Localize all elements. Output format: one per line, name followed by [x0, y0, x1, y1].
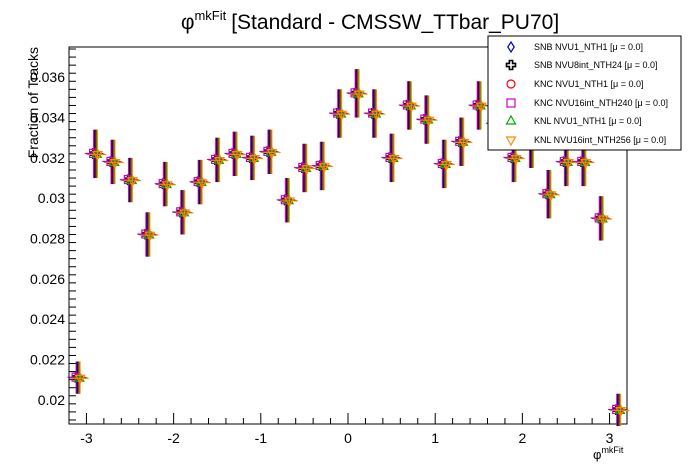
- data-point: [545, 191, 557, 202]
- data-point: [423, 116, 435, 127]
- y-tick-label: 0.032: [30, 150, 65, 166]
- x-tick-label: 0: [344, 430, 352, 446]
- x-axis-title-symbol: φ: [593, 447, 601, 462]
- x-axis: -3 -2 -1 0 1 2 3: [68, 413, 628, 446]
- x-axis-title-superscript: mkFit: [601, 445, 623, 455]
- data-point: [475, 102, 487, 113]
- series-5: [71, 69, 630, 427]
- legend-marker: [506, 98, 516, 108]
- legend-marker: [505, 136, 517, 147]
- y-tick-label: 0.036: [30, 69, 65, 85]
- legend-box: [487, 35, 682, 151]
- y-tick-label: 0.03: [38, 190, 65, 206]
- data-point: [336, 110, 348, 121]
- data-point: [92, 150, 104, 161]
- x-tick-label: -1: [255, 430, 268, 446]
- data-point: [179, 209, 191, 220]
- data-point: [580, 159, 592, 169]
- data-point: [615, 407, 627, 417]
- legend-marker: [507, 40, 515, 54]
- legend-marker: [505, 59, 517, 71]
- data-point: [510, 155, 522, 165]
- title-superscript: mkFit: [194, 8, 226, 23]
- data-point: [109, 159, 121, 169]
- data-point: [126, 177, 138, 188]
- data-point: [231, 150, 243, 161]
- data-point: [283, 197, 295, 208]
- data-point: [562, 159, 574, 169]
- x-tick-label: 1: [431, 430, 439, 446]
- legend-marker: [505, 114, 517, 125]
- chart-title: φmkFit [Standard - CMSSW_TTbar_PU70]: [181, 8, 559, 34]
- y-tick-label: 0.022: [30, 351, 65, 367]
- y-tick-label: 0.024: [30, 311, 65, 327]
- data-point: [301, 165, 313, 175]
- data-point: [196, 179, 208, 190]
- y-tick-label: 0.034: [30, 110, 65, 126]
- x-axis-title: φmkFit: [593, 445, 624, 462]
- y-axis-title: Fraction of Tracks: [25, 47, 41, 158]
- legend-label-snb-nvu8: SNB NVU8int_NTH24 [μ = 0.0]: [534, 60, 658, 70]
- x-tick-label: -2: [167, 430, 180, 446]
- data-points: [67, 69, 630, 427]
- legend-label-snb-nvu1: SNB NVU1_NTH1 [μ = 0.0]: [534, 42, 643, 52]
- title-symbol: φ: [181, 11, 195, 34]
- data-point: [371, 110, 383, 121]
- legend-markers: [505, 40, 517, 147]
- y-tick-label: 0.026: [30, 271, 65, 287]
- y-tick-label: 0.02: [38, 392, 65, 408]
- data-point: [266, 148, 278, 159]
- y-tick-label: 0.028: [30, 231, 65, 247]
- data-point: [214, 157, 226, 167]
- legend-label-knl-nvu1: KNL NVU1_NTH1 [μ = 0.0]: [534, 116, 642, 126]
- legend: SNB NVU1_NTH1 [μ = 0.0] SNB NVU8int_NTH2…: [487, 35, 682, 151]
- y-axis: 0.02 0.022 0.024 0.026 0.028 0.03 0.032 0.034 0.…: [30, 48, 76, 421]
- data-point: [388, 155, 400, 165]
- data-point: [318, 163, 330, 173]
- x-tick-label: 3: [606, 430, 614, 446]
- legend-label-knc-nvu16: KNC NVU16int_NTH240 [μ = 0.0]: [534, 98, 668, 108]
- data-point: [353, 90, 365, 101]
- data-point: [440, 161, 452, 171]
- data-point: [161, 181, 173, 192]
- data-point: [597, 215, 609, 226]
- legend-label-knc-nvu1: KNC NVU1_NTH1 [μ = 0.0]: [534, 79, 643, 89]
- data-point: [74, 374, 86, 385]
- title-main: [Standard - CMSSW_TTbar_PU70]: [231, 11, 559, 34]
- x-tick-label: -3: [80, 430, 93, 446]
- data-point: [248, 155, 261, 165]
- data-point: [144, 231, 156, 242]
- data-point: [458, 138, 470, 149]
- legend-marker: [506, 79, 516, 89]
- x-tick-label: 2: [518, 430, 526, 446]
- legend-label-knl-nvu16: KNL NVU16int_NTH256 [μ = 0.0]: [534, 135, 666, 145]
- data-point: [405, 102, 417, 113]
